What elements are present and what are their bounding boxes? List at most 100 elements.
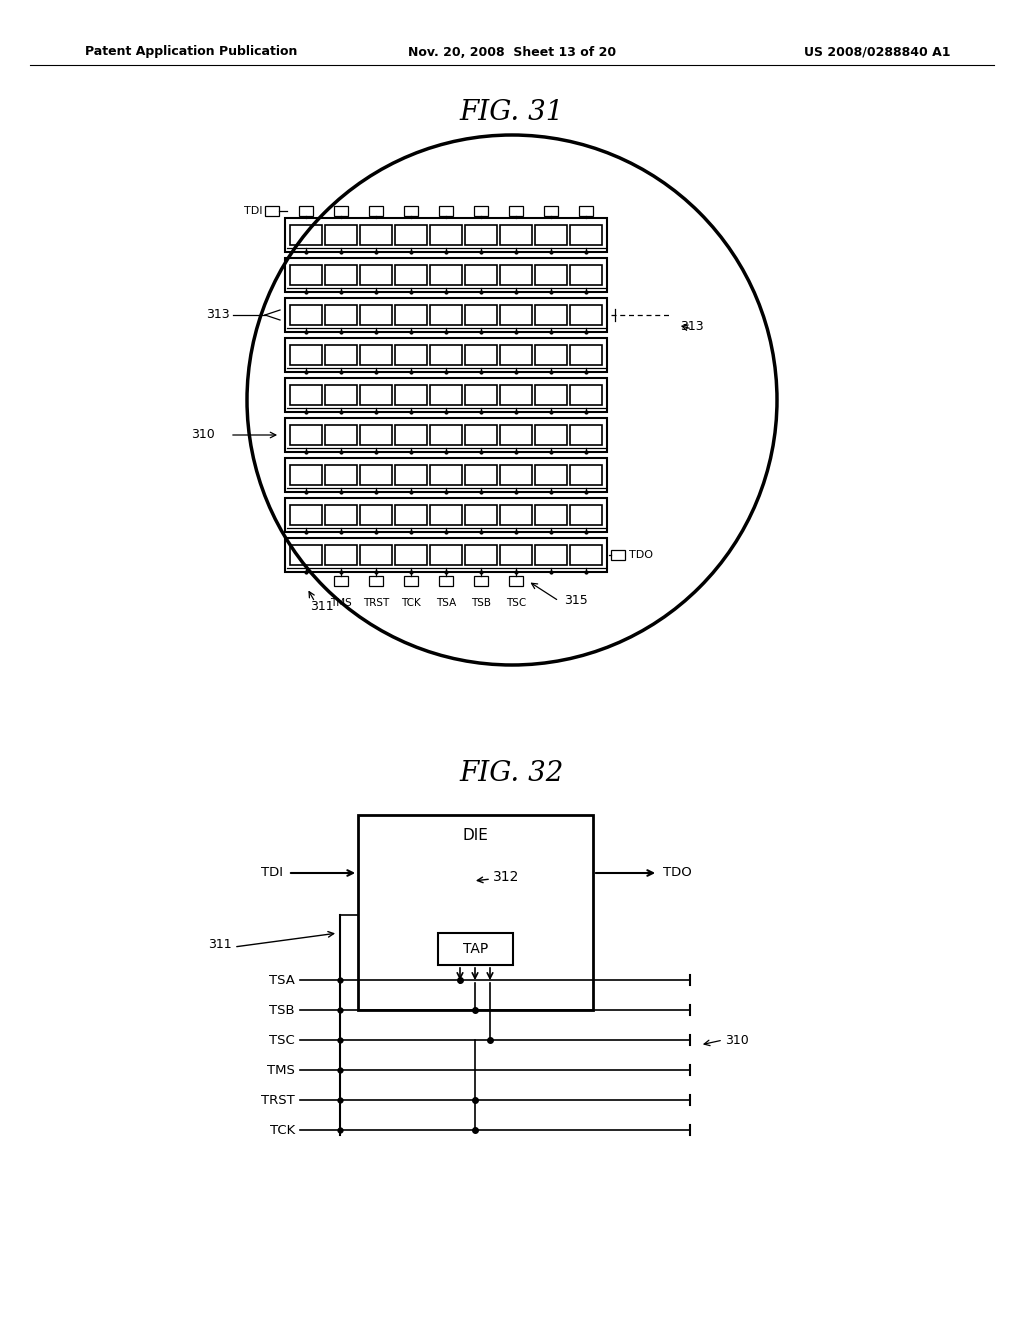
Bar [570, 265, 602, 285]
Text: 313: 313 [680, 321, 703, 334]
Bar [465, 506, 497, 525]
Bar [290, 506, 322, 525]
Bar [290, 224, 322, 246]
Text: TSA: TSA [436, 598, 456, 609]
Bar [290, 465, 322, 484]
Bar [465, 345, 497, 366]
Text: 310: 310 [725, 1034, 749, 1047]
Text: TSA: TSA [269, 974, 295, 986]
Bar [535, 385, 567, 405]
Bar [285, 257, 607, 292]
Bar [285, 418, 607, 451]
Bar [439, 206, 453, 216]
Bar [500, 545, 532, 565]
Bar [358, 814, 593, 1010]
Bar [360, 425, 392, 445]
Bar [290, 345, 322, 366]
Text: TCK: TCK [401, 598, 421, 609]
Bar [290, 305, 322, 325]
Bar [325, 305, 357, 325]
Bar [395, 506, 427, 525]
Bar [611, 550, 625, 560]
Text: 311: 311 [310, 599, 334, 612]
Bar [430, 224, 462, 246]
Bar [570, 305, 602, 325]
Bar [474, 576, 488, 586]
Bar [360, 224, 392, 246]
Bar [360, 385, 392, 405]
Bar [570, 385, 602, 405]
Bar [465, 425, 497, 445]
Bar [369, 206, 383, 216]
Bar [509, 576, 523, 586]
Bar [360, 265, 392, 285]
Text: 310: 310 [191, 429, 215, 441]
Bar [465, 265, 497, 285]
Bar [439, 576, 453, 586]
Bar [285, 378, 607, 412]
Bar [325, 385, 357, 405]
Bar [285, 338, 607, 372]
Bar [395, 385, 427, 405]
Bar [500, 224, 532, 246]
Text: US 2008/0288840 A1: US 2008/0288840 A1 [804, 45, 950, 58]
Bar [535, 465, 567, 484]
Text: FIG. 32: FIG. 32 [460, 760, 564, 787]
Bar [500, 385, 532, 405]
Text: TMS: TMS [267, 1064, 295, 1077]
Bar [285, 298, 607, 333]
Bar [430, 345, 462, 366]
Bar [509, 206, 523, 216]
Bar [395, 345, 427, 366]
Bar [500, 305, 532, 325]
Bar [404, 576, 418, 586]
Bar [395, 224, 427, 246]
Bar [535, 345, 567, 366]
Bar [535, 305, 567, 325]
Bar [570, 345, 602, 366]
Bar [395, 425, 427, 445]
Bar [500, 506, 532, 525]
Text: TRST: TRST [261, 1093, 295, 1106]
Bar [430, 265, 462, 285]
Bar [360, 305, 392, 325]
Text: TDI: TDI [261, 866, 283, 879]
Bar [290, 545, 322, 565]
Bar [285, 218, 607, 252]
Text: TSB: TSB [471, 598, 490, 609]
Bar [465, 305, 497, 325]
Bar [535, 224, 567, 246]
Text: 313: 313 [207, 309, 230, 322]
Bar [430, 506, 462, 525]
Bar [325, 224, 357, 246]
Bar [325, 465, 357, 484]
Text: TSC: TSC [269, 1034, 295, 1047]
Bar [395, 265, 427, 285]
Bar [544, 206, 558, 216]
Text: TAP: TAP [463, 942, 488, 956]
Bar [285, 458, 607, 492]
Text: TSB: TSB [269, 1003, 295, 1016]
Text: DIE: DIE [463, 828, 488, 842]
Text: Patent Application Publication: Patent Application Publication [85, 45, 297, 58]
Text: TSC: TSC [506, 598, 526, 609]
Bar [360, 545, 392, 565]
Bar [325, 265, 357, 285]
Text: Nov. 20, 2008  Sheet 13 of 20: Nov. 20, 2008 Sheet 13 of 20 [408, 45, 616, 58]
Text: TCK: TCK [269, 1123, 295, 1137]
Bar [438, 933, 513, 965]
Bar [430, 305, 462, 325]
Bar [285, 539, 607, 572]
Text: 315: 315 [564, 594, 588, 607]
Bar [570, 224, 602, 246]
Bar [395, 545, 427, 565]
Bar [535, 506, 567, 525]
Bar [290, 385, 322, 405]
Bar [430, 465, 462, 484]
Bar [325, 506, 357, 525]
Bar [465, 385, 497, 405]
Bar [570, 506, 602, 525]
Bar [265, 206, 279, 216]
Bar [299, 206, 313, 216]
Bar [325, 345, 357, 366]
